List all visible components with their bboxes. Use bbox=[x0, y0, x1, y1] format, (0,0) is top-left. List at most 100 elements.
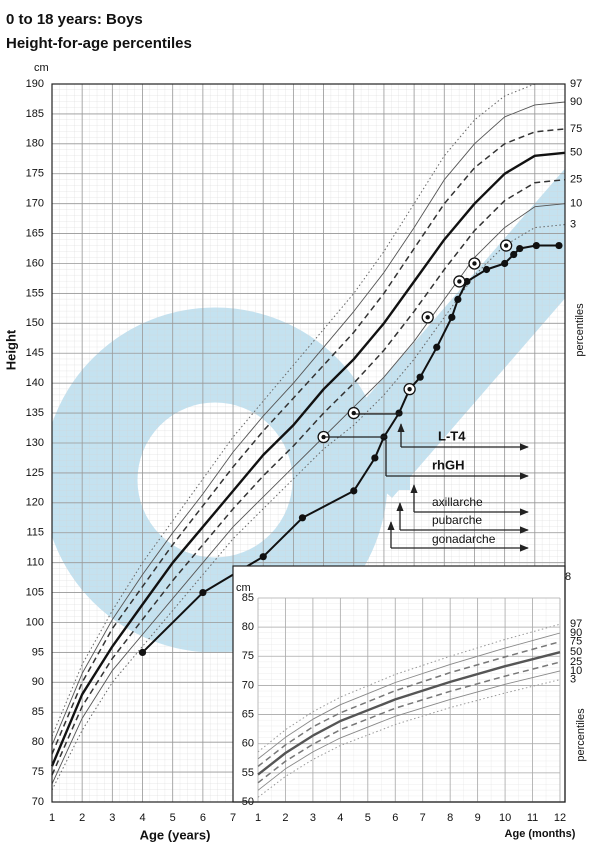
inset-y-unit: cm bbox=[236, 582, 251, 594]
data-point bbox=[350, 487, 358, 495]
y-tick-label: 145 bbox=[26, 347, 44, 359]
data-point bbox=[532, 241, 540, 250]
percentile-line bbox=[257, 661, 561, 784]
y-tick-label: 150 bbox=[26, 317, 44, 329]
percentile-line bbox=[51, 101, 566, 746]
annotations bbox=[325, 413, 529, 552]
x-tick-label: 11 bbox=[527, 812, 538, 824]
ring-dot bbox=[472, 261, 477, 266]
data-point bbox=[555, 241, 563, 250]
x-tick-label: 1 bbox=[49, 812, 55, 824]
y-tick-label: 85 bbox=[242, 592, 254, 604]
bone-age-point bbox=[347, 406, 360, 420]
percentile-line bbox=[257, 679, 561, 798]
inset-minor-grid bbox=[258, 598, 560, 802]
y-tick-label: 75 bbox=[32, 766, 44, 778]
y-tick-label: 80 bbox=[242, 621, 254, 633]
y-tick-label: 155 bbox=[26, 287, 44, 299]
ring-dot bbox=[407, 386, 412, 392]
y-tick-label: 70 bbox=[32, 796, 44, 808]
annotation: pubarche bbox=[432, 513, 482, 527]
data-point bbox=[371, 454, 379, 462]
right-label: percentiles bbox=[574, 303, 586, 357]
connector bbox=[325, 413, 401, 438]
bone-age-point bbox=[500, 239, 513, 252]
percentile-label: 90 bbox=[570, 96, 582, 108]
data-point bbox=[454, 295, 462, 303]
inset-x-axis-title: Age (months) bbox=[505, 828, 576, 840]
data-point bbox=[138, 648, 147, 657]
percentile-label: 25 bbox=[570, 656, 582, 668]
percentile-line bbox=[257, 632, 561, 760]
percentile-line bbox=[257, 640, 561, 767]
percentile-label: 97 bbox=[570, 618, 582, 630]
data-point bbox=[416, 373, 424, 381]
frame bbox=[51, 83, 566, 803]
y-axis-title: Height bbox=[3, 329, 18, 370]
percentile-label: 75 bbox=[570, 636, 582, 648]
chart-subtitle: Height-for-age percentiles bbox=[6, 35, 192, 52]
y-tick-label: 80 bbox=[32, 736, 44, 748]
ring-dot bbox=[457, 279, 462, 284]
percentile-line bbox=[51, 203, 566, 785]
x-tick-label: 2 bbox=[282, 812, 288, 824]
x-tick-label: 1 bbox=[255, 812, 261, 824]
y-tick-label: 70 bbox=[242, 679, 254, 691]
y-unit: cm bbox=[34, 62, 49, 74]
x-tick-label: 3 bbox=[310, 812, 316, 824]
y-tick-label: 170 bbox=[26, 198, 44, 210]
percentile-label: 3 bbox=[570, 674, 576, 686]
annotation: rhGH bbox=[432, 457, 465, 472]
x-tick-label: 4 bbox=[337, 812, 343, 824]
y-tick-label: 115 bbox=[26, 527, 44, 539]
x-tick-label: 8 bbox=[447, 812, 453, 824]
y-tick-label: 185 bbox=[26, 108, 44, 120]
percentile-label: 50 bbox=[570, 147, 582, 159]
x-tick-label: 2 bbox=[79, 812, 85, 824]
y-tick-label: 105 bbox=[26, 586, 44, 598]
ring-dot bbox=[425, 315, 430, 320]
data-point bbox=[482, 265, 491, 274]
x-tick-label: 5 bbox=[170, 812, 176, 824]
bone-age-point bbox=[403, 382, 416, 396]
data-point bbox=[516, 244, 524, 253]
y-tick-label: 190 bbox=[26, 78, 44, 90]
y-tick-label: 125 bbox=[26, 467, 44, 479]
x-tick-label: 9 bbox=[475, 812, 481, 824]
annotation: gonadarche bbox=[432, 532, 496, 546]
y-tick-label: 60 bbox=[242, 738, 254, 750]
y-tick-label: 180 bbox=[26, 138, 44, 150]
x-tick-label: 10 bbox=[499, 812, 511, 824]
ring-dot bbox=[351, 410, 356, 416]
y-tick-label: 95 bbox=[32, 646, 44, 658]
y-tick-label: 90 bbox=[32, 676, 44, 688]
x-tick-label: 7 bbox=[230, 812, 236, 824]
data-point bbox=[259, 553, 267, 561]
bone-age-point bbox=[421, 311, 434, 324]
y-tick-label: 120 bbox=[26, 497, 44, 509]
ring-dot bbox=[321, 434, 326, 440]
y-tick-label: 85 bbox=[32, 706, 44, 718]
data-point bbox=[199, 588, 207, 597]
percentile-label: 75 bbox=[570, 123, 582, 135]
percentile-line bbox=[257, 623, 561, 753]
x-axis-title: Age (years) bbox=[140, 827, 211, 842]
y-tick-label: 130 bbox=[26, 437, 44, 449]
data-point bbox=[395, 409, 403, 417]
x-tick-label: 6 bbox=[200, 812, 206, 824]
x-tick-label: 5 bbox=[365, 812, 371, 824]
data-point bbox=[298, 514, 307, 522]
percentile-line bbox=[51, 83, 565, 737]
percentile-line bbox=[51, 128, 566, 755]
y-tick-label: 135 bbox=[26, 407, 44, 419]
inset-right-label: percentiles bbox=[575, 708, 587, 762]
y-tick-label: 140 bbox=[26, 377, 44, 389]
y-tick-label: 110 bbox=[26, 557, 44, 569]
percentile-label: 50 bbox=[570, 646, 582, 658]
annotation: axillarche bbox=[432, 495, 483, 509]
data-point bbox=[433, 343, 441, 351]
data-point bbox=[448, 313, 456, 321]
percentile-line bbox=[257, 670, 561, 791]
